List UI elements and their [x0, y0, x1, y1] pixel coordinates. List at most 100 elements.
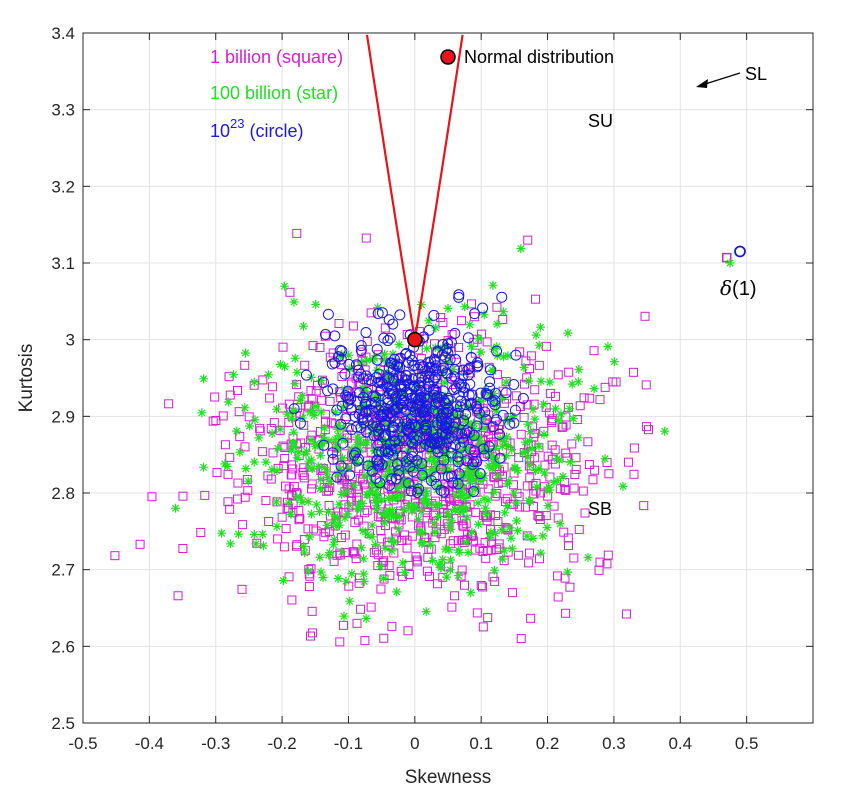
square-point: [220, 440, 230, 450]
circle-point: [471, 361, 483, 373]
circle-point: [496, 291, 508, 303]
circle-point: [484, 376, 496, 388]
circle-point: [372, 439, 384, 451]
star-point: [501, 377, 511, 387]
square-point: [569, 483, 579, 493]
circle-point: [487, 421, 499, 433]
square-point: [603, 550, 613, 560]
square-point: [311, 386, 321, 396]
star-point: [395, 512, 404, 522]
circle-point: [412, 419, 424, 431]
square-point: [553, 592, 563, 602]
circle-point: [384, 407, 396, 419]
star-point: [444, 520, 454, 530]
star-point: [294, 447, 304, 457]
star-point: [482, 445, 492, 455]
circle-point: [390, 473, 402, 485]
star-point: [380, 543, 390, 553]
circle-point: [449, 327, 461, 339]
star-point: [443, 509, 453, 519]
star-point: [563, 328, 573, 338]
region-label-sl: SL: [745, 64, 767, 84]
y-tick-label: 3.1: [51, 254, 75, 273]
legend-item-star: 100 billion (star): [210, 83, 338, 103]
square-point: [244, 412, 254, 422]
star-point: [387, 505, 397, 515]
square-point: [178, 491, 188, 501]
square-point: [567, 439, 577, 449]
star-point: [555, 519, 565, 529]
star-point: [316, 451, 325, 461]
star-point: [399, 505, 409, 515]
star-point: [460, 494, 470, 503]
star-point: [341, 486, 351, 496]
square-point: [307, 606, 317, 616]
star-point: [331, 407, 341, 417]
star-point: [524, 376, 534, 386]
square-point: [640, 311, 650, 321]
star-point: [518, 448, 528, 458]
x-tick-label: -0.1: [334, 734, 363, 753]
square-point: [362, 505, 372, 515]
star-point: [497, 525, 507, 535]
square-point: [315, 343, 325, 353]
star-point: [512, 516, 522, 526]
y-tick-label: 3: [66, 331, 75, 350]
star-point: [498, 554, 508, 564]
star-point: [341, 435, 350, 445]
square-point: [545, 472, 555, 482]
square-point: [212, 468, 222, 478]
star-point: [359, 438, 369, 448]
star-point: [316, 567, 326, 577]
star-point: [333, 574, 343, 583]
star-point: [488, 397, 498, 407]
star-point: [325, 477, 335, 487]
star-point: [488, 365, 498, 375]
square-point: [376, 534, 386, 544]
x-tick-label: 0.4: [668, 734, 692, 753]
circle-point: [396, 421, 408, 433]
star-point: [565, 404, 574, 414]
star-point: [532, 482, 542, 492]
star-point: [475, 433, 485, 443]
star-point: [347, 453, 357, 462]
star-point: [376, 395, 386, 405]
circle-point: [475, 387, 487, 399]
square-point: [307, 484, 317, 494]
x-tick-label: -0.4: [135, 734, 164, 753]
star-point: [443, 357, 453, 367]
star-point: [453, 545, 463, 555]
star-point: [309, 411, 319, 420]
circle-point: [460, 409, 472, 421]
circle-point: [340, 390, 352, 402]
star-point: [469, 464, 479, 474]
star-point: [329, 517, 339, 527]
star-point: [660, 426, 670, 436]
circle-point: [353, 453, 365, 465]
star-point: [232, 426, 242, 436]
circle-point: [479, 406, 491, 418]
square-point: [411, 552, 421, 562]
star-point: [381, 459, 391, 469]
circle-point: [409, 419, 421, 431]
circle-point: [373, 368, 385, 380]
star-point: [421, 488, 431, 498]
circle-point: [489, 399, 501, 411]
star-point: [286, 445, 296, 455]
star-point: [425, 419, 435, 429]
circle-point: [411, 486, 423, 498]
star-point: [530, 414, 540, 424]
star-point: [290, 379, 300, 389]
star-point: [450, 504, 460, 514]
square-point: [550, 445, 560, 455]
circle-point: [452, 456, 464, 468]
circle-point: [491, 345, 503, 357]
star-point: [432, 463, 442, 473]
star-point: [379, 355, 389, 365]
star-point: [479, 423, 489, 433]
square-point: [629, 469, 639, 479]
star-point: [340, 385, 350, 394]
square-point: [531, 294, 541, 304]
star-point: [412, 481, 422, 491]
